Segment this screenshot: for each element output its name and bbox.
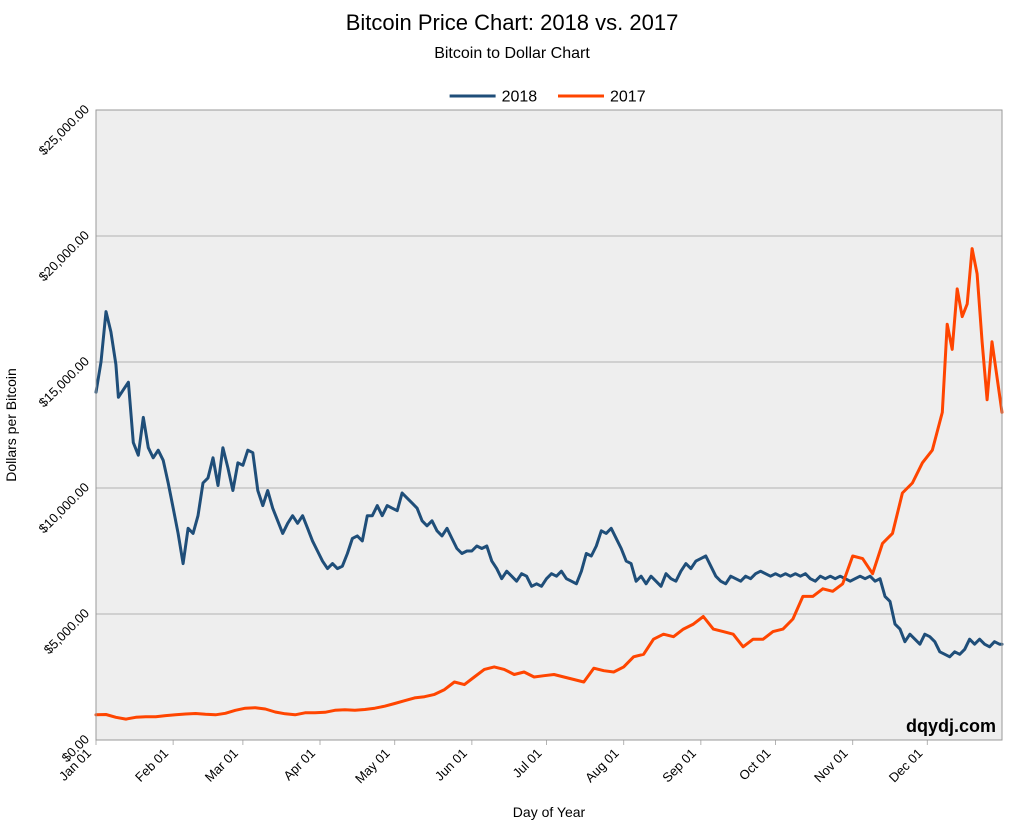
x-tick-label: Sep 01 — [659, 746, 699, 786]
chart-title: Bitcoin Price Chart: 2018 vs. 2017 — [346, 10, 679, 35]
x-tick-label: Mar 01 — [202, 746, 241, 785]
plot-area — [96, 110, 1002, 740]
x-tick-label: Aug 01 — [582, 746, 622, 786]
x-tick-label: Jul 01 — [509, 746, 544, 781]
chart-container: $0.00$5,000.00$10,000.00$15,000.00$20,00… — [0, 0, 1024, 829]
watermark: dqydj.com — [906, 716, 996, 736]
x-tick-label: Oct 01 — [736, 746, 774, 784]
y-tick-label: $20,000.00 — [35, 228, 92, 285]
x-tick-label: Dec 01 — [886, 746, 926, 786]
y-tick-label: $25,000.00 — [35, 102, 92, 159]
x-tick-label: May 01 — [352, 746, 393, 787]
y-tick-label: $15,000.00 — [35, 354, 92, 411]
y-tick-label: $5,000.00 — [41, 606, 93, 658]
chart-svg: $0.00$5,000.00$10,000.00$15,000.00$20,00… — [0, 0, 1024, 829]
x-axis-label: Day of Year — [513, 804, 586, 820]
chart-subtitle: Bitcoin to Dollar Chart — [434, 45, 590, 62]
y-tick-label: $10,000.00 — [35, 480, 92, 537]
x-tick-label: Feb 01 — [132, 746, 171, 785]
legend-label: 2018 — [502, 89, 538, 106]
x-tick-label: Jun 01 — [432, 746, 470, 784]
x-tick-label: Nov 01 — [811, 746, 851, 786]
y-axis-label: Dollars per Bitcoin — [3, 368, 19, 482]
x-tick-label: Apr 01 — [280, 746, 318, 784]
legend-label: 2017 — [610, 89, 646, 106]
